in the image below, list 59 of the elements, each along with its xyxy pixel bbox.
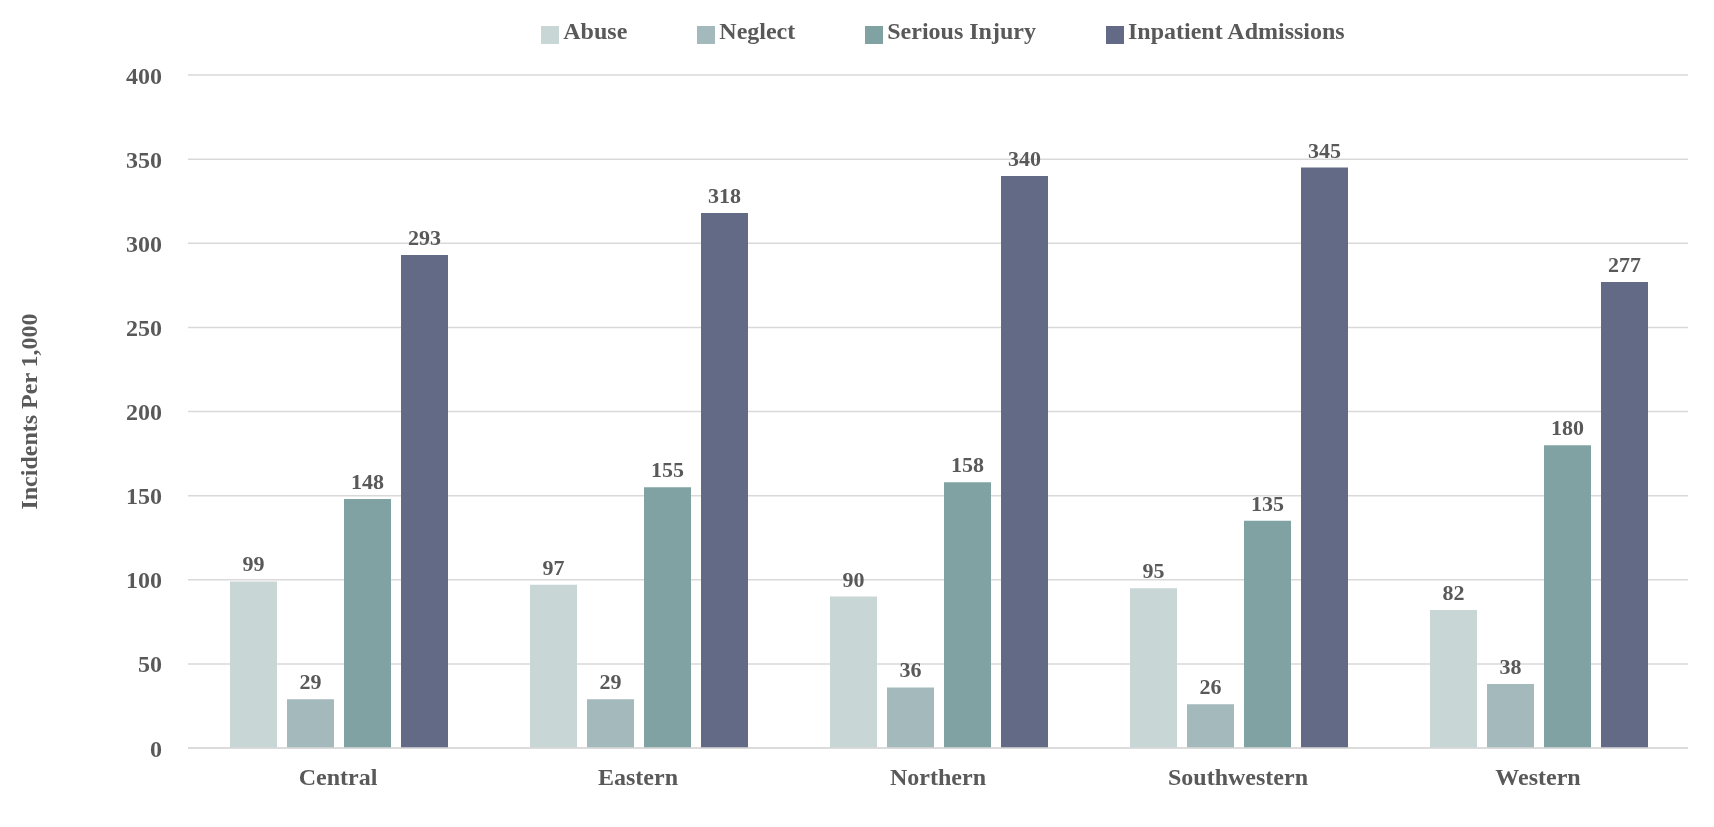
bar — [887, 687, 934, 748]
data-label: 277 — [1608, 251, 1641, 277]
x-tick-label: Western — [1495, 764, 1581, 791]
bar — [1601, 281, 1648, 748]
y-tick-label: 400 — [126, 62, 162, 89]
bar — [944, 482, 991, 748]
x-tick-label: Central — [298, 764, 378, 791]
data-label: 36 — [899, 657, 922, 683]
data-label: 29 — [299, 669, 322, 695]
data-label: 148 — [351, 468, 384, 494]
data-label: 318 — [708, 182, 741, 208]
data-label: 180 — [1551, 415, 1584, 441]
data-label: 90 — [842, 566, 865, 592]
data-label: 155 — [651, 457, 684, 483]
data-label: 97 — [542, 554, 565, 580]
data-label: 340 — [1008, 145, 1041, 171]
legend-label: Serious Injury — [887, 18, 1036, 44]
y-tick-label: 200 — [126, 399, 162, 426]
y-tick-label: 250 — [126, 314, 162, 341]
data-label: 29 — [599, 669, 622, 695]
bar — [1187, 704, 1234, 748]
bar — [1544, 445, 1591, 748]
y-tick-label: 0 — [150, 735, 162, 762]
data-label: 82 — [1442, 580, 1465, 606]
data-label: 345 — [1308, 137, 1341, 163]
data-label: 293 — [408, 225, 441, 251]
legend-label: Neglect — [719, 18, 796, 44]
data-label: 158 — [951, 452, 984, 478]
bar — [1001, 175, 1048, 748]
legend-label: Abuse — [563, 18, 628, 44]
bar — [830, 596, 877, 748]
bar — [644, 487, 691, 748]
data-label: 26 — [1199, 674, 1222, 700]
bar — [287, 699, 334, 748]
bar — [1244, 520, 1291, 748]
bar — [401, 255, 448, 748]
data-label: 135 — [1251, 490, 1284, 516]
data-label: 38 — [1499, 654, 1522, 680]
legend-label: Inpatient Admissions — [1127, 18, 1345, 44]
y-tick-label: 50 — [138, 651, 162, 678]
x-tick-label: Northern — [890, 764, 986, 791]
bar — [587, 699, 634, 748]
bar — [530, 584, 577, 748]
bar — [1130, 588, 1177, 748]
bar — [344, 498, 391, 748]
y-tick-label: 350 — [126, 146, 162, 173]
data-label: 95 — [1142, 558, 1165, 584]
x-tick-label: Southwestern — [1167, 764, 1309, 791]
y-tick-label: 150 — [126, 483, 162, 510]
bar — [230, 581, 277, 748]
bar — [701, 212, 748, 748]
data-label: 99 — [242, 551, 265, 577]
y-axis-title: Incidents Per 1,000 — [15, 313, 42, 510]
y-tick-label: 300 — [126, 230, 162, 257]
y-tick-label: 100 — [126, 567, 162, 594]
x-tick-label: Eastern — [598, 764, 678, 791]
bar — [1487, 684, 1534, 748]
bar — [1301, 167, 1348, 748]
bar — [1430, 610, 1477, 748]
